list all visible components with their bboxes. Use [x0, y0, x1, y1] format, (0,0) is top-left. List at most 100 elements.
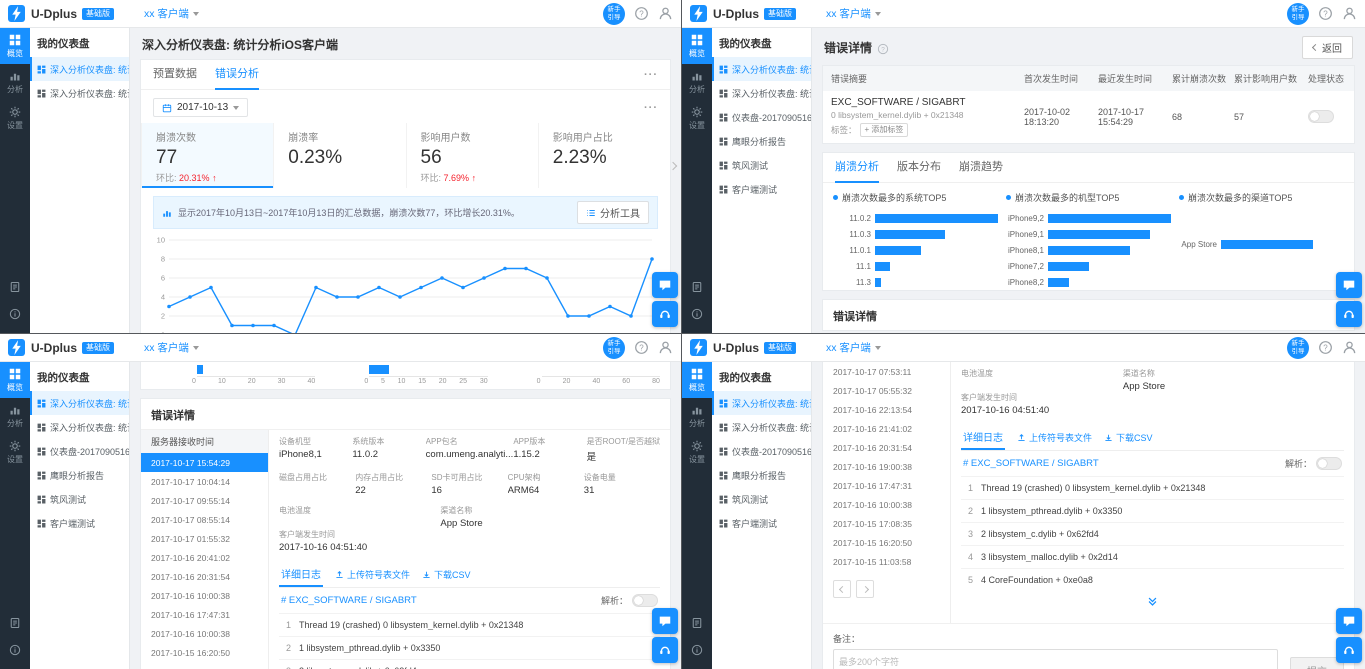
rail-item-settings[interactable]: 设置 [0, 100, 30, 136]
tab-preset-data[interactable]: 预置数据 [153, 67, 197, 80]
expand-more-button[interactable] [961, 591, 1344, 617]
metric-card[interactable]: 崩溃率 0.23% [273, 123, 405, 188]
rail-item-settings[interactable]: 设置 [0, 434, 30, 470]
app-selector[interactable]: xx 客户端 [144, 340, 199, 355]
user-icon[interactable] [658, 340, 673, 355]
log-row[interactable]: 4 3 libsystem_malloc.dylib + 0x2d14 [961, 545, 1344, 568]
sidebar-item-dashboard[interactable]: 深入分析仪表盘: 统计 [712, 415, 811, 439]
timestamp-row[interactable]: 2017-10-16 20:31:54 [833, 442, 912, 453]
app-logo-icon[interactable] [8, 339, 25, 356]
timestamp-row[interactable]: 2017-10-17 08:55:14 [151, 514, 230, 525]
log-row[interactable]: 5 4 CoreFoundation + 0xe0a8 [961, 568, 1344, 591]
metric-card[interactable]: 崩溃次数 77 环比: 20.31% ↑ [141, 123, 274, 188]
sidebar-item-dashboard[interactable]: 筑风测试 [712, 487, 811, 511]
rail-item-analysis[interactable]: 分析 [0, 398, 30, 434]
prev-page-button[interactable] [833, 580, 851, 598]
user-icon[interactable] [1342, 6, 1357, 21]
parse-toggle[interactable] [1316, 457, 1342, 470]
timestamp-row[interactable]: 2017-10-17 10:04:14 [151, 476, 230, 487]
timestamp-row[interactable]: 2017-10-16 10:00:38 [151, 590, 230, 601]
more-options-button[interactable]: ··· [644, 68, 658, 81]
help-icon[interactable]: ? [634, 340, 649, 355]
timestamp-row[interactable]: 2017-10-16 19:00:38 [833, 461, 912, 472]
rail-item-analysis[interactable]: 分析 [0, 64, 30, 100]
sidebar-item-dashboard[interactable]: 深入分析仪表盘: 统计 [30, 81, 129, 105]
timestamp-row[interactable]: 2017-10-15 11:03:58 [141, 662, 268, 669]
timestamp-row[interactable]: 2017-10-16 20:31:54 [151, 571, 230, 582]
sidebar-item-dashboard[interactable]: 鹰眼分析报告 [712, 463, 811, 487]
app-logo-icon[interactable] [690, 339, 707, 356]
metric-card[interactable]: 影响用户占比 2.23% [537, 123, 670, 188]
timestamp-row[interactable]: 2017-10-17 05:55:32 [833, 385, 912, 396]
timestamp-row[interactable]: 2017-10-16 22:13:54 [833, 404, 912, 415]
sidebar-item-dashboard[interactable]: 深入分析仪表盘: 统计 [30, 415, 129, 439]
timestamp-row[interactable]: 2017-10-15 16:20:50 [833, 537, 912, 548]
upload-symbol-file-link[interactable]: 上传符号表文件 [1017, 431, 1092, 444]
app-logo-icon[interactable] [690, 5, 707, 22]
docs-icon[interactable] [691, 280, 703, 298]
info-icon[interactable] [691, 643, 703, 661]
info-icon[interactable] [9, 643, 21, 661]
log-row[interactable]: 2 1 libsystem_pthread.dylib + 0x3350 [279, 636, 660, 659]
add-tag-button[interactable]: + 添加标签 [859, 123, 909, 137]
sidebar-item-dashboard[interactable]: 筑风测试 [712, 153, 811, 177]
sidebar-item-dashboard[interactable]: 仪表盘-20170905161 [712, 105, 811, 129]
user-icon[interactable] [1342, 340, 1357, 355]
sidebar-item-dashboard[interactable]: 深入分析仪表盘: 统计 [712, 81, 811, 105]
sidebar-item-dashboard[interactable]: 客户端测试 [30, 511, 129, 535]
sidebar-item-dashboard[interactable]: 客户端测试 [712, 177, 811, 201]
timestamp-row[interactable]: 2017-10-15 17:08:35 [833, 518, 912, 529]
sidebar-item-dashboard[interactable]: 仪表盘-20170905161 [30, 439, 129, 463]
tab-version-distribution[interactable]: 版本分布 [897, 160, 941, 173]
remark-textarea[interactable] [833, 649, 1278, 669]
help-icon[interactable]: ? [1318, 340, 1333, 355]
analysis-tools-button[interactable]: 分析工具 [577, 201, 649, 224]
feedback-chat-button[interactable] [1336, 608, 1362, 634]
docs-icon[interactable] [9, 280, 21, 298]
parse-toggle[interactable] [632, 594, 658, 607]
timestamp-row[interactable]: 2017-10-16 20:41:02 [151, 552, 230, 563]
user-icon[interactable] [658, 6, 673, 21]
timestamp-row[interactable]: 2017-10-17 01:55:32 [151, 533, 230, 544]
guide-badge[interactable]: 新手引导 [603, 2, 625, 25]
download-csv-link[interactable]: 下载CSV [422, 568, 471, 581]
metric-card[interactable]: 影响用户数 56 环比: 7.69% ↑ [405, 123, 538, 188]
timestamp-row[interactable]: 2017-10-16 21:41:02 [833, 423, 912, 434]
timestamp-row[interactable]: 2017-10-16 10:00:38 [833, 499, 912, 510]
customer-service-button[interactable] [652, 637, 678, 663]
guide-badge[interactable]: 新手引导 [1287, 2, 1309, 25]
app-selector[interactable]: xx 客户端 [144, 6, 199, 21]
tab-crash-analysis[interactable]: 崩溃分析 [835, 153, 879, 183]
timestamp-row[interactable]: 2017-10-16 17:47:31 [833, 480, 912, 491]
rail-item-settings[interactable]: 设置 [682, 434, 712, 470]
rail-item-overview[interactable]: 概览 [0, 28, 30, 64]
customer-service-button[interactable] [652, 301, 678, 327]
log-row[interactable]: 1 Thread 19 (crashed) 0 libsystem_kernel… [961, 476, 1344, 499]
rail-item-overview[interactable]: 概览 [682, 28, 712, 64]
docs-icon[interactable] [691, 616, 703, 634]
rail-item-analysis[interactable]: 分析 [682, 398, 712, 434]
log-row[interactable]: 3 2 libsystem_c.dylib + 0x62fd4 [279, 659, 660, 669]
rail-item-settings[interactable]: 设置 [682, 100, 712, 136]
feedback-chat-button[interactable] [652, 608, 678, 634]
date-picker[interactable]: 2017-10-13 [153, 98, 249, 117]
sidebar-item-dashboard[interactable]: 深入分析仪表盘: 统计 [30, 391, 129, 415]
download-csv-link[interactable]: 下载CSV [1104, 431, 1153, 444]
rail-item-overview[interactable]: 概览 [0, 362, 30, 398]
sidebar-item-dashboard[interactable]: 筑风测试 [30, 487, 129, 511]
info-icon[interactable] [691, 307, 703, 325]
tab-error-analysis[interactable]: 错误分析 [215, 60, 259, 90]
feedback-chat-button[interactable] [1336, 272, 1362, 298]
help-icon[interactable]: ? [1318, 6, 1333, 21]
tab-crash-trend[interactable]: 崩溃趋势 [959, 160, 1003, 173]
rail-item-analysis[interactable]: 分析 [682, 64, 712, 100]
timestamp-row[interactable]: 2017-10-16 10:00:38 [151, 628, 230, 639]
upload-symbol-file-link[interactable]: 上传符号表文件 [335, 568, 410, 581]
back-button[interactable]: 返回 [1302, 36, 1353, 59]
customer-service-button[interactable] [1336, 637, 1362, 663]
sidebar-item-dashboard[interactable]: 鹰眼分析报告 [712, 129, 811, 153]
docs-icon[interactable] [9, 616, 21, 634]
help-icon[interactable]: ? [877, 42, 889, 54]
more-options-button[interactable]: ··· [644, 101, 658, 114]
app-selector[interactable]: xx 客户端 [826, 340, 881, 355]
